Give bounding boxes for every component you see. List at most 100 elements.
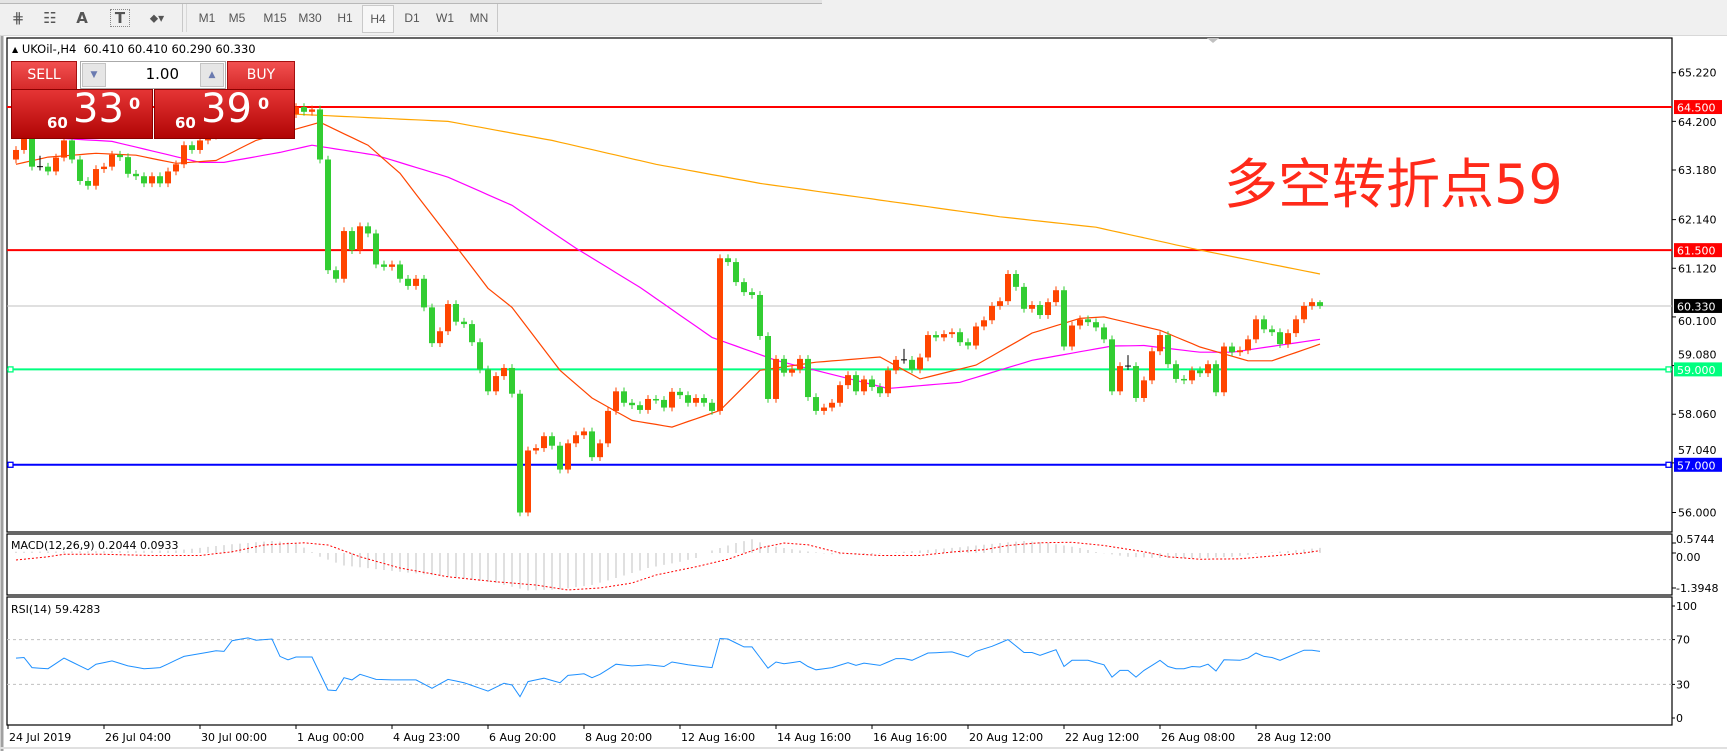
candle-body	[381, 264, 387, 267]
timeframe-h1[interactable]: H1	[337, 11, 353, 25]
symbol-name: UKOil-,H4	[21, 42, 77, 56]
candle	[1133, 362, 1139, 402]
candle	[1285, 329, 1291, 348]
candle	[1173, 360, 1179, 383]
candle-body	[1013, 273, 1019, 287]
timeframe-m1[interactable]: M1	[198, 11, 216, 25]
candle	[1229, 342, 1235, 357]
lot-value[interactable]: 1.00	[145, 65, 179, 83]
level-price-label: 64.500	[1677, 102, 1716, 115]
candle	[613, 387, 619, 415]
timeframe-w1[interactable]: W1	[436, 11, 454, 25]
arrows-icon[interactable]: ⬥▾	[149, 10, 165, 25]
candle-body	[301, 107, 307, 112]
candle-body	[69, 140, 75, 160]
ohlc-values: 60.410 60.410 60.290 60.330	[83, 42, 256, 56]
time-tick-label: 20 Aug 12:00	[969, 731, 1043, 744]
candle-body	[165, 171, 171, 184]
candle-body	[1309, 302, 1315, 306]
candle-body	[445, 304, 451, 332]
sell-big-figure: 60	[47, 114, 68, 132]
candle-body	[1221, 346, 1227, 393]
timeframe-h4[interactable]: H4	[362, 5, 394, 33]
macd-label: MACD(12,26,9) 0.2044 0.0933	[11, 539, 179, 552]
collapse-arrow-icon[interactable]: ▲	[12, 45, 19, 54]
candle-body	[1037, 304, 1043, 316]
candle	[605, 407, 611, 448]
buy-price-box[interactable]: 60 39 0	[154, 86, 295, 139]
candle	[949, 328, 955, 338]
candle-body	[605, 410, 611, 444]
time-tick-label: 26 Jul 04:00	[105, 731, 171, 744]
periodicity-f-icon[interactable]: ☷	[43, 9, 57, 27]
candle	[349, 227, 355, 254]
candle-body	[533, 448, 539, 451]
candle-body	[437, 331, 443, 344]
price-tick-label: 65.220	[1678, 67, 1717, 80]
candle	[1157, 331, 1163, 356]
text-tool-icon[interactable]: A	[76, 9, 88, 27]
candle-body	[157, 176, 163, 184]
candle-body	[117, 154, 123, 158]
pivot-annotation[interactable]: 多空转折点59	[1224, 153, 1563, 216]
lot-size-field[interactable]: ▼ 1.00 ▲	[80, 61, 226, 89]
buy-button[interactable]: BUY	[227, 61, 295, 90]
timeframe-d1[interactable]: D1	[404, 11, 420, 25]
price-tick-label: 64.200	[1678, 116, 1717, 129]
sell-label: SELL	[27, 67, 61, 83]
timeframe-m30[interactable]: M30	[298, 11, 322, 25]
candle	[981, 316, 987, 331]
candle	[837, 381, 843, 407]
candle	[445, 300, 451, 336]
candle	[1125, 355, 1131, 370]
candle	[301, 103, 307, 116]
candle	[997, 297, 1003, 310]
candle-body	[557, 445, 563, 470]
timeframe-m5[interactable]: M5	[228, 11, 246, 25]
candle	[773, 355, 779, 403]
candle	[477, 338, 483, 374]
time-tick-label: 26 Aug 08:00	[1161, 731, 1235, 744]
candle-body	[1053, 290, 1059, 303]
text-label-icon[interactable]: T	[110, 9, 130, 27]
macd-signal-line	[15, 541, 1321, 591]
candle-body	[1245, 339, 1251, 351]
candle-body	[853, 375, 859, 392]
candle-body	[125, 157, 131, 174]
price-tick-label: 56.000	[1678, 506, 1717, 519]
candle	[549, 432, 555, 450]
level-price-label: 59.000	[1677, 364, 1716, 377]
candle-body	[765, 336, 771, 399]
sell-button[interactable]: SELL	[11, 61, 77, 90]
candle-body	[101, 166, 107, 170]
candle	[645, 395, 651, 414]
candle-body	[917, 357, 923, 370]
candle	[581, 427, 587, 440]
candle	[685, 391, 691, 407]
candle	[429, 303, 435, 347]
candle	[565, 439, 571, 474]
candle-body	[61, 140, 67, 158]
candle	[757, 291, 763, 340]
lot-decrease-icon[interactable]: ▼	[82, 63, 106, 87]
candle	[1213, 360, 1219, 397]
candle-body	[701, 398, 707, 403]
candle-body	[1253, 319, 1259, 340]
candle	[13, 146, 19, 164]
candle-body	[709, 402, 715, 411]
sell-price-box[interactable]: 60 33 0	[11, 86, 153, 139]
candle	[957, 328, 963, 347]
candle	[1269, 325, 1275, 337]
indicators-e-icon[interactable]: ⋕	[11, 9, 25, 27]
candle-body	[1269, 329, 1275, 333]
candle-body	[1077, 319, 1083, 326]
lot-increase-icon[interactable]: ▲	[200, 63, 224, 87]
time-tick-label: 22 Aug 12:00	[1065, 731, 1139, 744]
candle	[525, 446, 531, 517]
candle-body	[1317, 302, 1323, 306]
candle	[917, 353, 923, 374]
time-tick-label: 16 Aug 16:00	[873, 731, 947, 744]
timeframe-m15[interactable]: M15	[263, 11, 287, 25]
timeframe-mn[interactable]: MN	[469, 11, 489, 25]
